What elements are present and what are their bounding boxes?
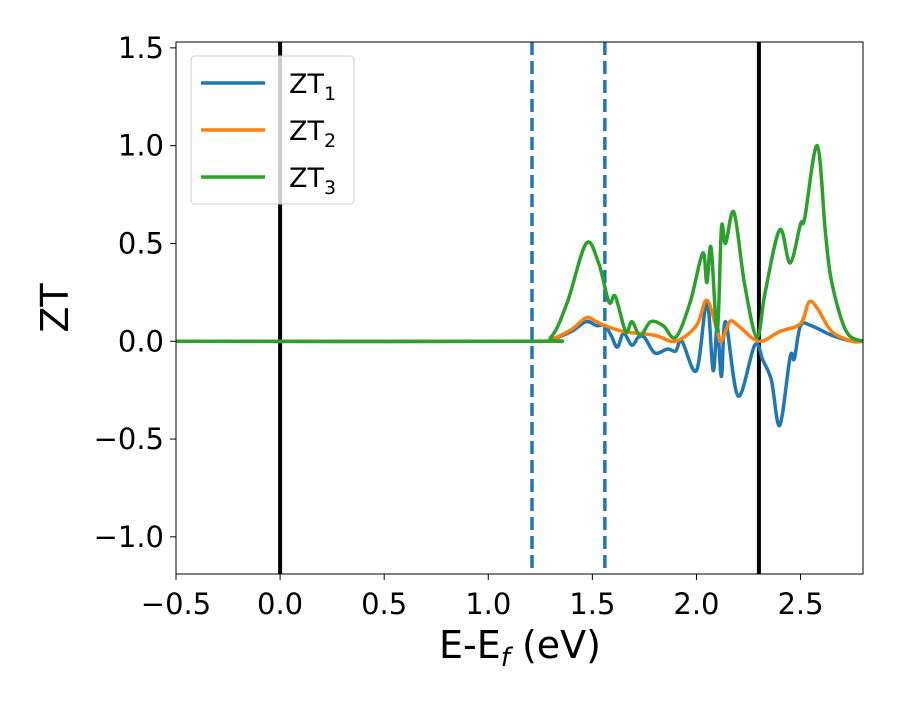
y-tick-label: 0.0 <box>118 324 164 358</box>
series-line-zt3 <box>175 143 864 344</box>
series-line-zt2 <box>175 298 864 344</box>
x-tick-label: 2.5 <box>777 587 823 621</box>
x-tick-label: 0.5 <box>361 587 407 621</box>
x-tick-label: 1.0 <box>465 587 511 621</box>
legend-label: ZT2 <box>289 116 336 152</box>
y-tick-label: 1.5 <box>118 31 164 65</box>
y-tick-label: −0.5 <box>94 422 164 456</box>
plot-area-frame <box>175 41 864 575</box>
y-tick-label: 0.5 <box>118 226 164 260</box>
legend-label: ZT1 <box>289 69 336 105</box>
x-tick-label: 2.0 <box>673 587 719 621</box>
y-axis-label: ZT <box>33 283 77 333</box>
x-tick-label: 0.0 <box>257 587 303 621</box>
x-tick-label: 1.5 <box>569 587 615 621</box>
series-line-zt1 <box>175 300 864 428</box>
legend: ZT1 ZT2 ZT3 <box>190 55 355 205</box>
x-axis-label: E-Ef (eV) <box>439 623 601 673</box>
y-tick-label: −1.0 <box>94 520 164 554</box>
x-tick-label: −0.5 <box>141 587 211 621</box>
y-tick-label: 1.0 <box>118 129 164 163</box>
legend-label: ZT3 <box>289 163 336 199</box>
